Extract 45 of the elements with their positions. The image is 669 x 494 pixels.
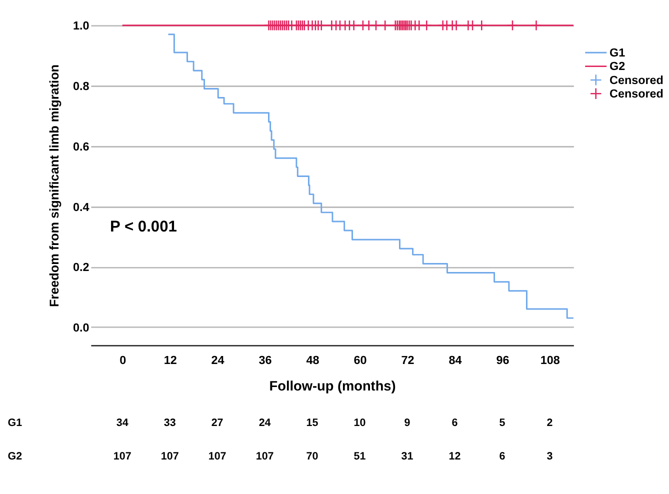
- y-tick-label: 0.2: [72, 261, 90, 274]
- text: 3: [546, 450, 553, 462]
- text: 12: [448, 450, 461, 462]
- legend-label: G1: [610, 46, 626, 60]
- x-tick-label: 96: [496, 354, 510, 368]
- text: 31: [401, 450, 414, 462]
- x-tick-label: 12: [164, 354, 178, 368]
- text: 15: [306, 417, 318, 430]
- x-tick-label: 48: [306, 354, 320, 368]
- text: 27: [211, 417, 224, 430]
- text: 107: [208, 450, 226, 462]
- y-tick-label: 1.0: [72, 20, 90, 33]
- text: 70: [306, 450, 318, 462]
- legend-label: Censored: [610, 74, 664, 87]
- y-tick-label: 0.8: [72, 80, 90, 94]
- x-tick-label: 72: [401, 354, 415, 368]
- text: 10: [354, 417, 366, 430]
- text: 6: [452, 417, 458, 430]
- text: 107: [160, 450, 179, 462]
- text: 33: [164, 417, 176, 430]
- text: 2: [546, 417, 553, 430]
- annotation: P < 0.001: [110, 218, 178, 236]
- x-tick-label: 36: [258, 354, 272, 368]
- x-axis-title: Follow-up (months): [269, 378, 396, 394]
- text: 24: [258, 417, 271, 430]
- y-tick-label: 0.0: [72, 321, 90, 334]
- text: 5: [499, 417, 506, 430]
- text: G1: [8, 417, 22, 430]
- x-tick-label: 84: [448, 354, 462, 368]
- y-tick-label: 0.6: [72, 140, 90, 154]
- legend-label: G2: [610, 60, 626, 74]
- text: 9: [404, 417, 410, 430]
- text: 6: [499, 450, 506, 462]
- text: G2: [8, 450, 22, 462]
- text: 107: [256, 450, 274, 462]
- x-tick-label: 24: [211, 354, 225, 368]
- text: 107: [113, 450, 132, 462]
- x-tick-label: 60: [354, 354, 368, 368]
- y-tick-label: 0.4: [72, 200, 90, 214]
- x-tick-label: 0: [120, 354, 127, 368]
- y-axis-title: Freedom from significant limb migration: [47, 64, 62, 308]
- text: 34: [116, 417, 128, 430]
- x-tick-label: 108: [540, 354, 560, 368]
- legend-label: Censored: [610, 88, 664, 101]
- text: 51: [354, 450, 366, 462]
